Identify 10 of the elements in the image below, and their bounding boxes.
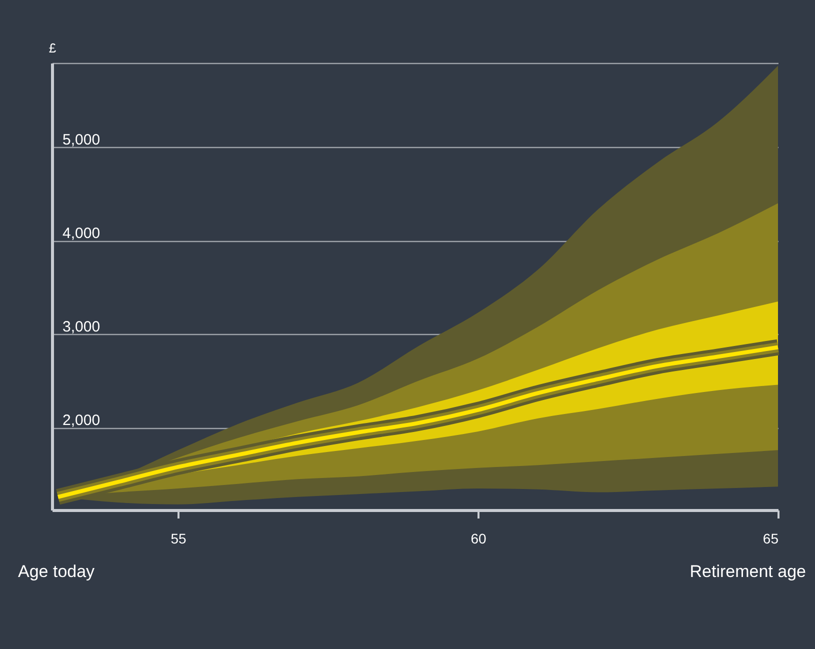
y-axis-title: £ [48, 40, 57, 56]
y-tick-label: 3,000 [62, 318, 100, 336]
y-tick-label: 2,000 [62, 412, 100, 430]
x-tick-label: 60 [470, 530, 486, 546]
text: Retirement age [690, 562, 806, 581]
y-tick-label: 5,000 [62, 132, 100, 149]
y-tick-label: 4,000 [62, 225, 100, 242]
x-tick-label: 55 [170, 530, 186, 546]
x-tick-label: 65 [762, 530, 779, 546]
text: Age today [18, 562, 96, 581]
